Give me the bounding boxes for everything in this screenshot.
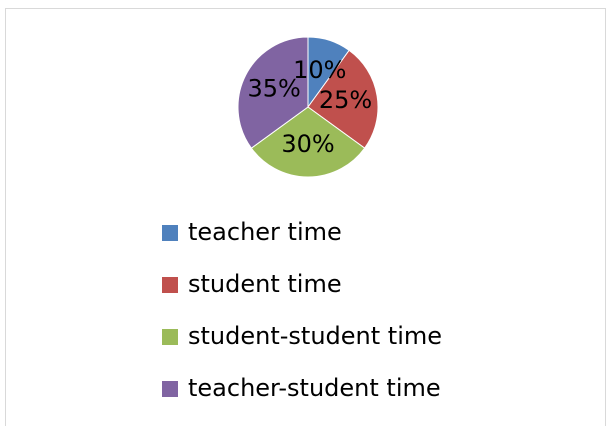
legend-swatch	[162, 329, 178, 345]
pie-slice	[307, 49, 379, 149]
pie-slice	[250, 106, 366, 178]
legend-swatch	[162, 225, 178, 241]
pie-slice	[237, 36, 309, 149]
data-label: 30%	[281, 130, 334, 158]
legend-label: teacher time	[188, 218, 342, 246]
data-label: 25%	[319, 86, 372, 114]
legend-label: teacher-student time	[188, 374, 441, 402]
legend-swatch	[162, 381, 178, 397]
data-label: 10%	[293, 56, 346, 84]
data-label: 35%	[247, 75, 300, 103]
legend-label: student time	[188, 270, 342, 298]
legend-swatch	[162, 277, 178, 293]
legend-label: student-student time	[188, 322, 442, 350]
